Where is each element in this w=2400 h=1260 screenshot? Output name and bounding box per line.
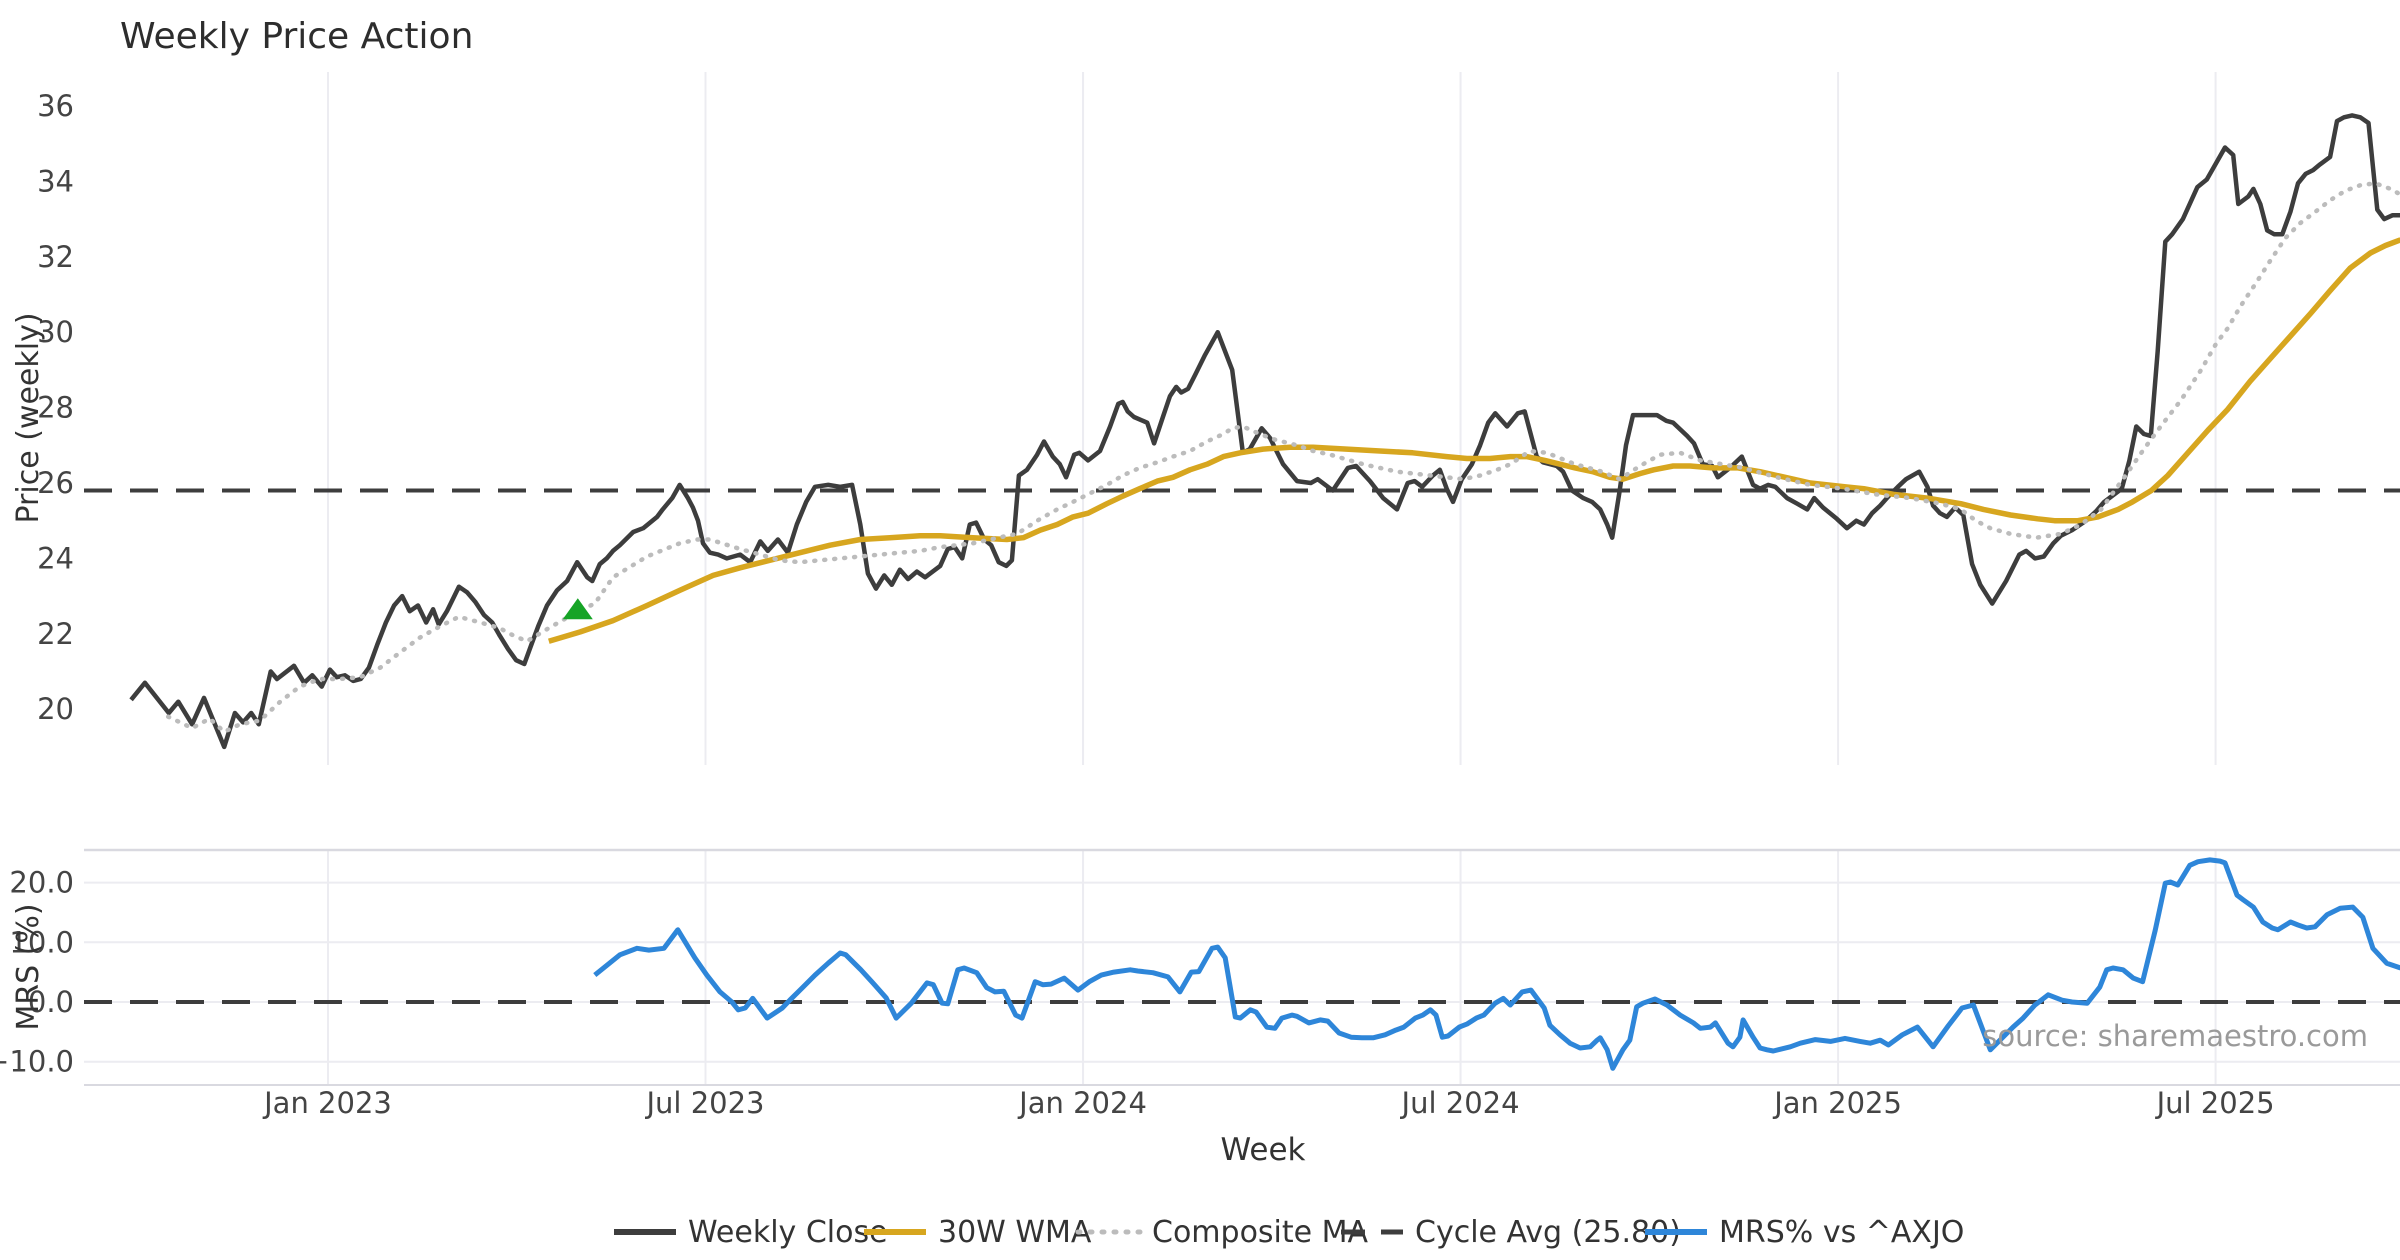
- price-tick-label: 36: [37, 89, 74, 123]
- x-tick-label: Jul 2024: [1400, 1086, 1520, 1120]
- legend-label: Composite MA: [1152, 1215, 1369, 1250]
- x-tick-label: Jan 2023: [262, 1086, 392, 1120]
- series-mrs: [593, 857, 2400, 1071]
- x-axis-label: Week: [1221, 1132, 1306, 1168]
- mrs-tick-label: 0.0: [28, 985, 74, 1019]
- series-lines: [84, 113, 2400, 1071]
- series-weekly_close: [129, 113, 2400, 750]
- price-tick-label: 28: [37, 391, 74, 425]
- mrs-tick-label: 20.0: [9, 866, 74, 900]
- mrs-axis-label: MRS (%): [11, 903, 46, 1030]
- price-axis-label: Price (weekly): [11, 312, 46, 523]
- x-tick-label: Jan 2025: [1772, 1086, 1902, 1120]
- gridlines: [84, 72, 2400, 1086]
- legend-label: 30W WMA: [938, 1215, 1092, 1250]
- legend-label: Cycle Avg (25.80): [1415, 1215, 1681, 1250]
- mrs-tick-label: −10.0: [0, 1045, 74, 1079]
- price-tick-label: 22: [37, 617, 74, 651]
- price-tick-label: 34: [37, 164, 74, 198]
- legend-label: MRS% vs ^AXJO: [1719, 1215, 1964, 1250]
- price-tick-label: 30: [37, 315, 74, 349]
- buy-signal-triangle-icon: [562, 598, 593, 620]
- axis-text: Jan 2023 Jul 2023 Jan 2024 Jul 2024 Jan 2025…: [0, 89, 2275, 1120]
- price-tick-label: 32: [37, 240, 74, 274]
- source-attribution: source: sharemaestro.com: [1982, 1019, 2368, 1053]
- x-tick-label: Jan 2024: [1017, 1086, 1147, 1120]
- legend: Weekly Close 30W WMA Composite MA Cycle Avg…: [614, 1215, 1964, 1250]
- x-tick-label: Jul 2023: [645, 1086, 765, 1120]
- mrs-tick-label: 10.0: [9, 925, 74, 959]
- price-tick-label: 26: [37, 466, 74, 500]
- legend-label: Weekly Close: [688, 1215, 888, 1250]
- series-wma: [548, 237, 2400, 644]
- chart-title: Weekly Price Action: [120, 16, 473, 57]
- x-tick-label: Jul 2025: [2155, 1086, 2275, 1120]
- price-tick-label: 24: [37, 541, 74, 575]
- price-tick-label: 20: [37, 692, 74, 726]
- series-composite: [165, 181, 2400, 735]
